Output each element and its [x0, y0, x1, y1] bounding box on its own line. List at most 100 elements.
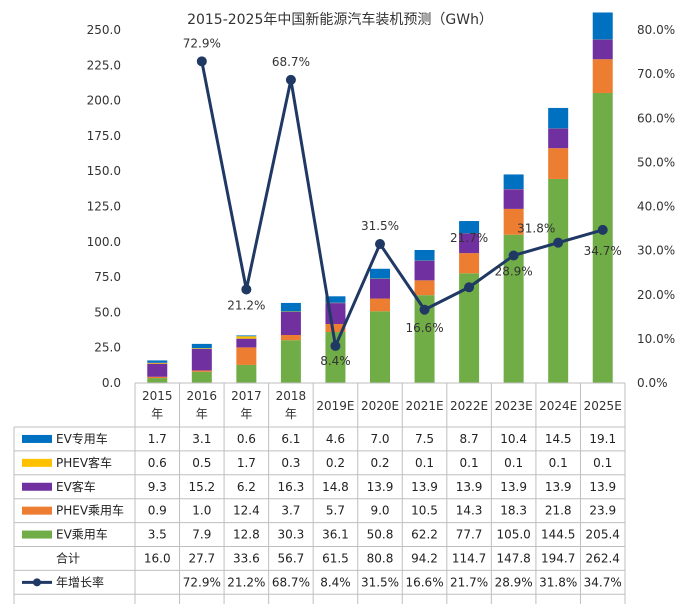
growth-point	[553, 237, 564, 248]
table-cell: 0.1	[415, 456, 434, 470]
growth-point	[196, 56, 207, 67]
table-cell: 7.0	[370, 432, 389, 446]
table-cell: 0.2	[326, 456, 345, 470]
bar-segment	[147, 378, 168, 383]
table-cell: 0.6	[148, 456, 167, 470]
bar-segment	[325, 323, 346, 333]
table-cell: 14.3	[456, 504, 483, 518]
bar-segment	[548, 178, 569, 383]
growth-point-label: 21.2%	[227, 298, 265, 312]
table-cell: 3.5	[148, 528, 167, 542]
table-cell: 3.1	[192, 432, 211, 446]
bar-segment	[325, 332, 346, 383]
legend-label: EV客车	[56, 479, 96, 494]
bar-segment	[592, 12, 613, 40]
bar-segment	[370, 298, 390, 312]
bar-segment	[147, 360, 168, 363]
x-tick-label: 2024E	[539, 399, 577, 413]
growth-point	[508, 250, 519, 261]
growth-point-label: 72.9%	[183, 36, 221, 50]
x-tick-label: 2020E	[361, 399, 399, 413]
bar-segment	[325, 296, 346, 303]
growth-point	[419, 304, 430, 315]
growth-point	[330, 340, 341, 351]
table-cell: 0.1	[504, 456, 523, 470]
bar-segment	[236, 338, 257, 348]
legend-swatch	[22, 458, 52, 467]
growth-point	[464, 282, 475, 293]
table-cell: 16.0	[144, 551, 171, 565]
bar-segment	[414, 295, 435, 383]
table-cell: 7.9	[192, 528, 211, 542]
growth-point-label: 16.6%	[405, 321, 443, 335]
legend-swatch	[22, 482, 52, 491]
table-cell: 68.7%	[272, 575, 310, 589]
table-cell: 0.3	[281, 456, 300, 470]
table-cell: 0.1	[593, 456, 612, 470]
table-cell: 12.4	[233, 504, 260, 518]
table-cell: 77.7	[456, 528, 483, 542]
y-tick-label: 0.0	[102, 376, 121, 390]
legend-line-marker	[33, 578, 41, 587]
table-cell: 36.1	[322, 528, 349, 542]
table-cell: 0.1	[549, 456, 568, 470]
legend-swatch	[22, 434, 52, 443]
table-cell: 4.6	[326, 432, 345, 446]
bar-segment	[503, 174, 524, 190]
x-tick-label: 年	[285, 407, 297, 421]
growth-point	[597, 224, 608, 235]
table-cell: 8.7	[460, 432, 479, 446]
table-cell: 0.5	[192, 456, 211, 470]
table-cell: 31.5%	[361, 575, 399, 589]
table-cell: 80.8	[367, 551, 394, 565]
bar-segment	[191, 370, 212, 372]
growth-point-label: 68.7%	[272, 55, 310, 69]
bar-segment	[459, 233, 480, 254]
y-tick-label: 200.0	[87, 94, 121, 108]
table-cell: 13.9	[411, 480, 438, 494]
growth-point-label: 31.5%	[361, 219, 399, 233]
legend-swatch	[22, 506, 52, 515]
bar-segment	[370, 311, 390, 383]
table-cell: 23.9	[589, 504, 616, 518]
x-tick-label: 2018	[276, 389, 307, 403]
table-cell: 262.4	[586, 551, 620, 565]
bar-segment	[147, 362, 168, 364]
bar-segment	[280, 302, 301, 312]
legend-label: PHEV乘用车	[56, 503, 124, 518]
growth-point	[285, 74, 296, 85]
table-cell: 61.5	[322, 551, 349, 565]
bar-segment	[191, 371, 212, 383]
y2-tick-label: 10.0%	[637, 332, 675, 346]
table-cell: 31.8%	[539, 575, 577, 589]
y-tick-label: 150.0	[87, 164, 121, 178]
bar-segment	[592, 59, 613, 93]
table-cell: 16.3	[278, 480, 305, 494]
table-cell: 27.7	[188, 551, 215, 565]
table-cell: 21.7%	[450, 575, 488, 589]
x-tick-label: 2023E	[495, 399, 533, 413]
bar-segment	[191, 348, 212, 371]
table-cell: 205.4	[586, 528, 620, 542]
table-cell: 6.1	[281, 432, 300, 446]
y2-tick-label: 60.0%	[637, 111, 675, 125]
table-cell: 147.8	[496, 551, 530, 565]
y2-tick-label: 40.0%	[637, 200, 675, 214]
table-cell: 15.2	[188, 480, 215, 494]
bar-segment	[548, 128, 569, 149]
x-tick-label: 2015	[142, 389, 173, 403]
table-cell: 10.5	[411, 504, 438, 518]
growth-point-label: 34.7%	[584, 244, 622, 258]
chart-title: 2015-2025年中国新能源汽车装机预测（GWh）	[187, 11, 493, 28]
bar-segment	[191, 348, 212, 349]
legend-label: 年增长率	[56, 574, 104, 589]
y-tick-label: 225.0	[87, 58, 121, 72]
growth-point-label: 28.9%	[495, 264, 533, 278]
table-cell: 0.2	[370, 456, 389, 470]
legend-label: EV乘用车	[56, 527, 108, 542]
table-cell: 9.3	[148, 480, 167, 494]
bar-segment	[236, 347, 257, 365]
table-cell: 13.9	[367, 480, 394, 494]
legend-swatch	[22, 530, 52, 539]
table-cell: 50.8	[367, 528, 394, 542]
